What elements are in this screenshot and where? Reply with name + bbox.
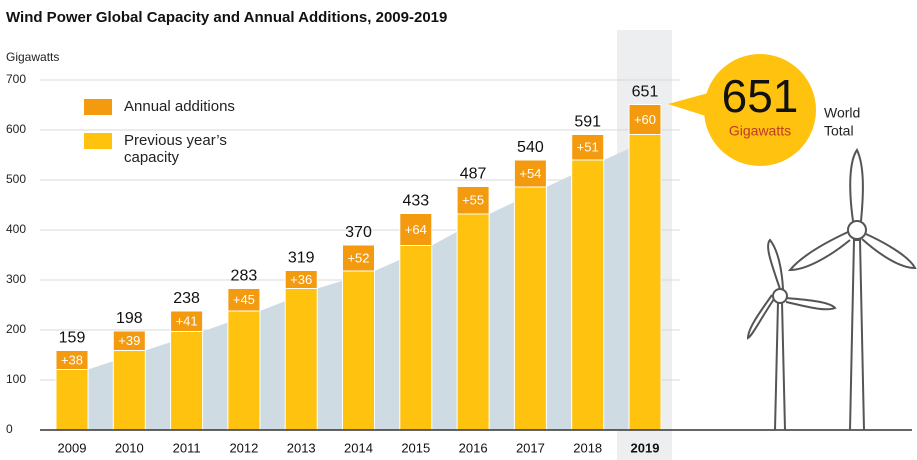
x-tick-label: 2019 (631, 440, 660, 455)
total-label: 651 (632, 84, 659, 101)
y-axis-label: Gigawatts (6, 50, 59, 64)
legend-swatch (84, 133, 112, 149)
bar-segment (571, 134, 605, 161)
turbine-blade (787, 231, 851, 272)
data-label: +54 (519, 166, 541, 181)
bar-segment (342, 244, 375, 272)
turbines (746, 148, 917, 431)
total-label: 370 (345, 224, 372, 241)
x-tick-label: 2017 (516, 440, 545, 455)
y-tick-label: 400 (6, 222, 26, 236)
y-tick-label: 100 (6, 372, 26, 386)
legend-swatch (84, 99, 112, 115)
x-tick-label: 2009 (58, 440, 87, 455)
callout-value: 651 (722, 70, 799, 122)
callout-pointer (668, 92, 712, 118)
callout-unit: Gigawatts (729, 123, 791, 139)
x-tick-label: 2011 (173, 440, 201, 455)
data-label: +41 (176, 314, 198, 329)
bar-segment (170, 331, 204, 431)
bar-segment (399, 245, 433, 431)
bar-segment (628, 134, 662, 431)
bar-segment (284, 270, 318, 289)
total-label: 540 (517, 139, 544, 156)
bar-segment (571, 159, 605, 431)
bar-segment (399, 213, 433, 246)
x-tick-label: 2014 (344, 440, 373, 455)
bar-segment (227, 310, 261, 431)
callout-note: Total (824, 123, 854, 139)
bar-segment (513, 159, 547, 188)
bar-segment (284, 288, 318, 431)
bar-segment (456, 186, 490, 215)
legend-item: Annual additions (84, 98, 235, 115)
total-label: 198 (116, 310, 143, 327)
data-label: +64 (405, 222, 427, 237)
turbine-blade (767, 238, 784, 290)
total-label: 433 (402, 193, 429, 210)
total-label: 319 (288, 250, 315, 267)
x-tick-label: 2010 (115, 440, 144, 455)
y-tick-label: 0 (6, 422, 13, 436)
data-label: +45 (233, 292, 255, 307)
bar-segment (227, 288, 261, 312)
turbine-blade (785, 297, 837, 311)
turbine-tower (849, 239, 865, 431)
total-label: 487 (460, 166, 487, 183)
data-label: +60 (634, 112, 656, 127)
x-tick-label: 2013 (287, 440, 316, 455)
x-tick-label: 2015 (401, 440, 430, 455)
total-label: 283 (231, 268, 258, 285)
y-tick-label: 600 (6, 122, 26, 136)
turbine-hub (772, 288, 788, 304)
x-tick-label: 2012 (229, 440, 258, 455)
y-tick-label: 500 (6, 172, 26, 186)
total-label: 238 (173, 290, 200, 307)
bar-segment (513, 186, 547, 431)
bar-segment (112, 350, 146, 431)
y-tick-label: 700 (6, 72, 26, 86)
legend-label: Previous year’s capacity (124, 132, 227, 166)
x-tick-label: 2016 (459, 440, 488, 455)
turbine-blade (861, 233, 917, 270)
total-label: 159 (59, 330, 86, 347)
data-label: +52 (347, 250, 369, 265)
data-label: +36 (290, 272, 312, 287)
legend-item: Previous year’s capacity (84, 132, 254, 166)
turbine-blade (849, 148, 864, 222)
legend-label: Annual additions (124, 98, 235, 115)
data-label: +38 (61, 352, 83, 367)
bar-segment (342, 270, 375, 431)
total-label: 591 (574, 114, 601, 131)
bar-segment (55, 369, 89, 431)
chart-title: Wind Power Global Capacity and Annual Ad… (6, 9, 447, 26)
bar-segment (170, 310, 204, 332)
bar-segment (112, 330, 146, 351)
x-tick-label: 2018 (573, 440, 602, 455)
bar-segment (628, 104, 662, 135)
bar-segment (55, 350, 89, 370)
y-tick-label: 200 (6, 322, 26, 336)
data-label: +39 (118, 333, 140, 348)
turbine-blade (746, 294, 775, 340)
callout-note: World (824, 105, 860, 121)
data-label: +55 (462, 193, 484, 208)
data-label: +51 (577, 140, 599, 155)
callout-circle (704, 54, 816, 166)
turbine-hub (847, 220, 867, 240)
turbine-tower (774, 301, 786, 431)
y-tick-label: 300 (6, 272, 26, 286)
bar-segment (456, 213, 490, 431)
